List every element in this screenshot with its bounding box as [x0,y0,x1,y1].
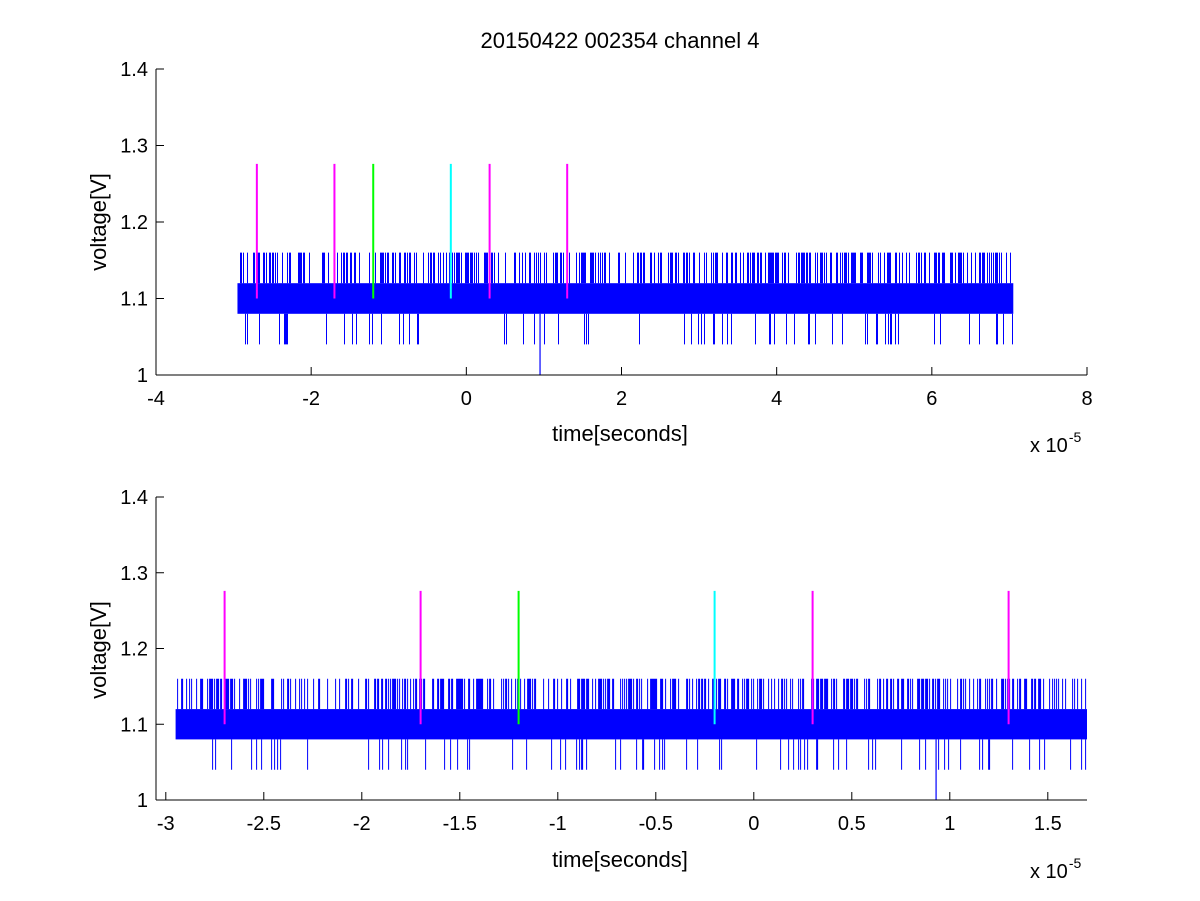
top-y-tick-label: 1.3 [120,136,148,158]
bottom-frame-layer [155,497,1087,801]
bottom-y-tick-label: 1.4 [120,487,148,509]
chart-title: 20150422 002354 channel 4 [481,28,760,53]
top-x-tick-label: -2 [302,388,320,410]
bottom-signal-spikes-low [212,739,1087,770]
top-signal-band [237,283,1014,314]
top-y-tick-label: 1.4 [120,59,148,81]
top-x-exponent-base: x 10 [1030,435,1068,457]
top-y-tick-label: 1.1 [120,289,148,311]
bottom-x-tick-label: -2.5 [247,813,281,835]
top-y-tick-label: 1.2 [120,212,148,234]
bottom-x-tick-label: -1 [549,813,567,835]
bottom-y-tick-label: 1.3 [120,563,148,585]
bottom-x-tick-label: -0.5 [639,813,673,835]
top-marker-layer [255,163,569,299]
bottom-x-tick-label: 1.5 [1034,813,1062,835]
bottom-x-exponent-base: x 10 [1030,861,1068,883]
bottom-x-tick-label: 0 [748,813,759,835]
top-x-exponent-label: x 10-5 [1030,429,1081,457]
bottom-y-tick-label: 1.2 [120,639,148,661]
top-signal-spikes-low [245,313,1013,345]
top-x-tick-label: 6 [926,388,937,410]
top-signal-spikes-high [240,252,1011,284]
top-frame-layer [155,69,1087,376]
bottom-x-tick-label: 0.5 [838,813,866,835]
bottom-signal-spikes-high [177,678,1087,710]
top-y-tick-label: 1 [137,365,148,387]
top-x-axis-label: time[seconds] [552,421,688,446]
bottom-x-tick-label: 1 [944,813,955,835]
bottom-y-tick-label: 1 [137,790,148,812]
bottom-x-tick-label: -2 [353,813,371,835]
top-x-tick-label: 0 [461,388,472,410]
top-tick-layer: -4 -2 0 2 4 6 8 1 1.1 1.2 1.3 1.4 [120,59,1092,410]
top-x-tick-label: 4 [771,388,782,410]
top-x-tick-label: 2 [616,388,627,410]
top-y-axis-label: voltage[V] [86,173,111,271]
bottom-axes: -3 -2.5 -2 -1.5 -1 -0.5 0 0.5 1 1.511.11.21.31.4 … [86,487,1088,883]
top-signal-layer [237,252,1014,375]
bottom-x-axis-label: time[seconds] [552,847,688,872]
bottom-signal-band [175,709,1088,740]
top-x-tick-label: -4 [147,388,165,410]
bottom-x-tick-label: -1.5 [443,813,477,835]
bottom-signal-layer [175,678,1088,800]
bottom-x-tick-label: -3 [157,813,175,835]
bottom-tick-layer: -3 -2.5 -2 -1.5 -1 -0.5 0 0.5 1 1.5 1 1.1 1.2 1.3 1.4 [120,487,1062,835]
top-x-tick-label: 8 [1081,388,1092,410]
top-axes: -4 -2 0 2 4 6 8 1 1.1 1.2 1.3 1.4 time[seconds] vol… [86,59,1093,457]
bottom-marker-layer [223,590,1010,725]
top-x-exponent-power: -5 [1069,429,1082,445]
bottom-x-exponent-power: -5 [1069,855,1082,871]
bottom-y-axis-label: voltage[V] [86,601,111,699]
bottom-x-exponent-label: x 10-5 [1030,855,1081,883]
bottom-y-tick-label: 1.1 [120,714,148,736]
